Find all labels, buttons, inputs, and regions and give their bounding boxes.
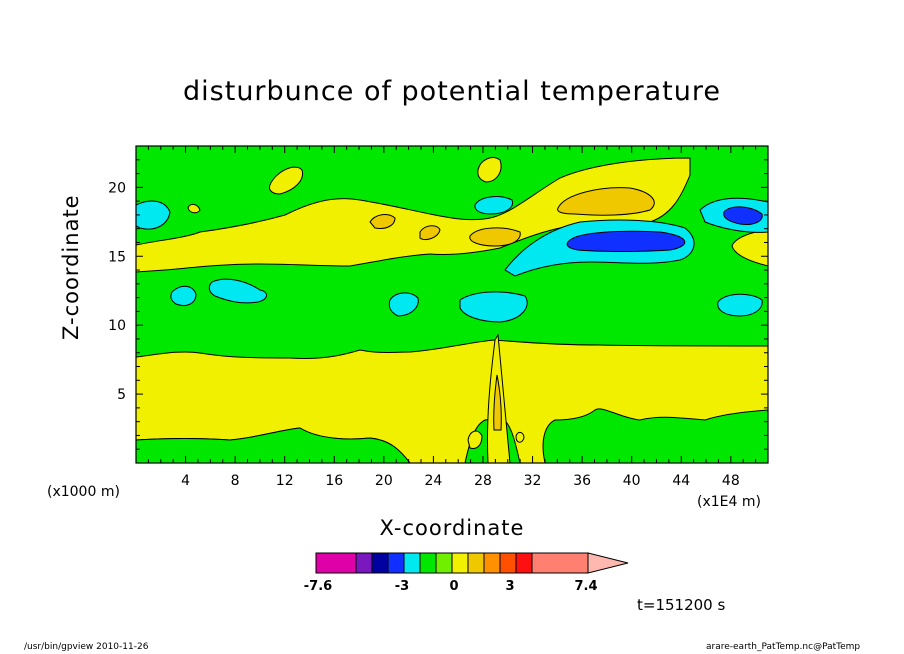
colorbar-label: 7.4 xyxy=(574,579,597,594)
contour-field xyxy=(136,146,768,463)
y-tick-label: 5 xyxy=(117,387,126,403)
x-tick-label: 24 xyxy=(424,473,442,489)
y-tick-label: 20 xyxy=(108,180,126,196)
x-tick-label: 32 xyxy=(524,473,542,489)
y-tick-label: 15 xyxy=(108,249,126,265)
colorbar-segment xyxy=(315,552,357,574)
colorbar: -7.6 -3 0 3 7.4 xyxy=(304,552,629,594)
cyan-region-mid-left-a xyxy=(170,285,197,307)
x-tick-label: 40 xyxy=(623,473,641,489)
yellow-blob-top-center xyxy=(477,157,502,183)
colorbar-segment xyxy=(419,552,437,574)
colorbar-segment xyxy=(371,552,389,574)
axis-ticks xyxy=(136,146,768,463)
footer-data-source: arare-earth_PatTemp.nc@PatTemp xyxy=(706,642,861,652)
right-yellow-region xyxy=(731,229,768,267)
colorbar-label: -3 xyxy=(395,579,409,594)
time-label: t=151200 s xyxy=(637,596,726,614)
y-axis-unit: (x1000 m) xyxy=(47,484,120,500)
colorbar-segment xyxy=(467,552,485,574)
yellow-blob-left xyxy=(187,203,201,214)
footer-program-date: /usr/bin/gpview 2010-11-26 xyxy=(24,642,149,652)
blue-minimum-center xyxy=(566,230,685,252)
x-tick-label: 12 xyxy=(276,473,294,489)
x-tick-label: 48 xyxy=(722,473,740,489)
colorbar-segment xyxy=(403,552,421,574)
x-tick-label: 20 xyxy=(375,473,393,489)
colorbar-segment xyxy=(483,552,501,574)
x-axis-label: X-coordinate xyxy=(379,516,525,540)
central-plume-orange xyxy=(493,374,502,431)
chart-title: disturbunce of potential temperature xyxy=(183,76,721,107)
cyan-region-mid-center-a xyxy=(388,292,419,317)
blue-minimum-right xyxy=(723,206,763,225)
cyan-region-mid-center-b xyxy=(459,291,528,323)
colorbar-label: 0 xyxy=(449,579,458,594)
colorbar-segment xyxy=(451,552,469,574)
x-tick-label: 44 xyxy=(672,473,690,489)
cyan-region-left-upper xyxy=(136,200,171,230)
orange-maximum-upper xyxy=(557,187,655,216)
colorbar-segment xyxy=(435,552,453,574)
lower-green-pocket-a xyxy=(136,427,411,463)
y-tick-label: 10 xyxy=(108,318,126,334)
plot-frame xyxy=(135,145,769,464)
x-axis-unit: (x1E4 m) xyxy=(697,494,761,510)
colorbar-label: 3 xyxy=(505,579,514,594)
colorbar-segment xyxy=(515,552,533,574)
colorbar-segment xyxy=(355,552,373,574)
x-tick-label: 8 xyxy=(231,473,240,489)
colorbar-segment xyxy=(499,552,517,574)
x-tick-label: 36 xyxy=(573,473,591,489)
colorbar-segment xyxy=(387,552,405,574)
colorbar-arrow xyxy=(587,552,629,574)
cyan-region-mid-right xyxy=(717,293,763,317)
orange-maximum-center xyxy=(469,227,521,247)
orange-small-b xyxy=(419,225,441,241)
orange-small-a xyxy=(369,214,396,229)
colorbar-segment xyxy=(531,552,589,574)
cyan-region-mid-left-b xyxy=(208,278,267,304)
colorbar-label: -7.6 xyxy=(304,579,332,594)
upper-yellow-band xyxy=(136,157,691,273)
x-tick-label: 4 xyxy=(181,473,190,489)
x-tick-label: 16 xyxy=(325,473,343,489)
lower-yellow-small xyxy=(467,430,483,449)
x-tick-label: 28 xyxy=(474,473,492,489)
cyan-region-top-small xyxy=(474,196,514,215)
yellow-blob-top-left xyxy=(269,166,304,195)
lower-yellow-small-b xyxy=(515,431,525,443)
